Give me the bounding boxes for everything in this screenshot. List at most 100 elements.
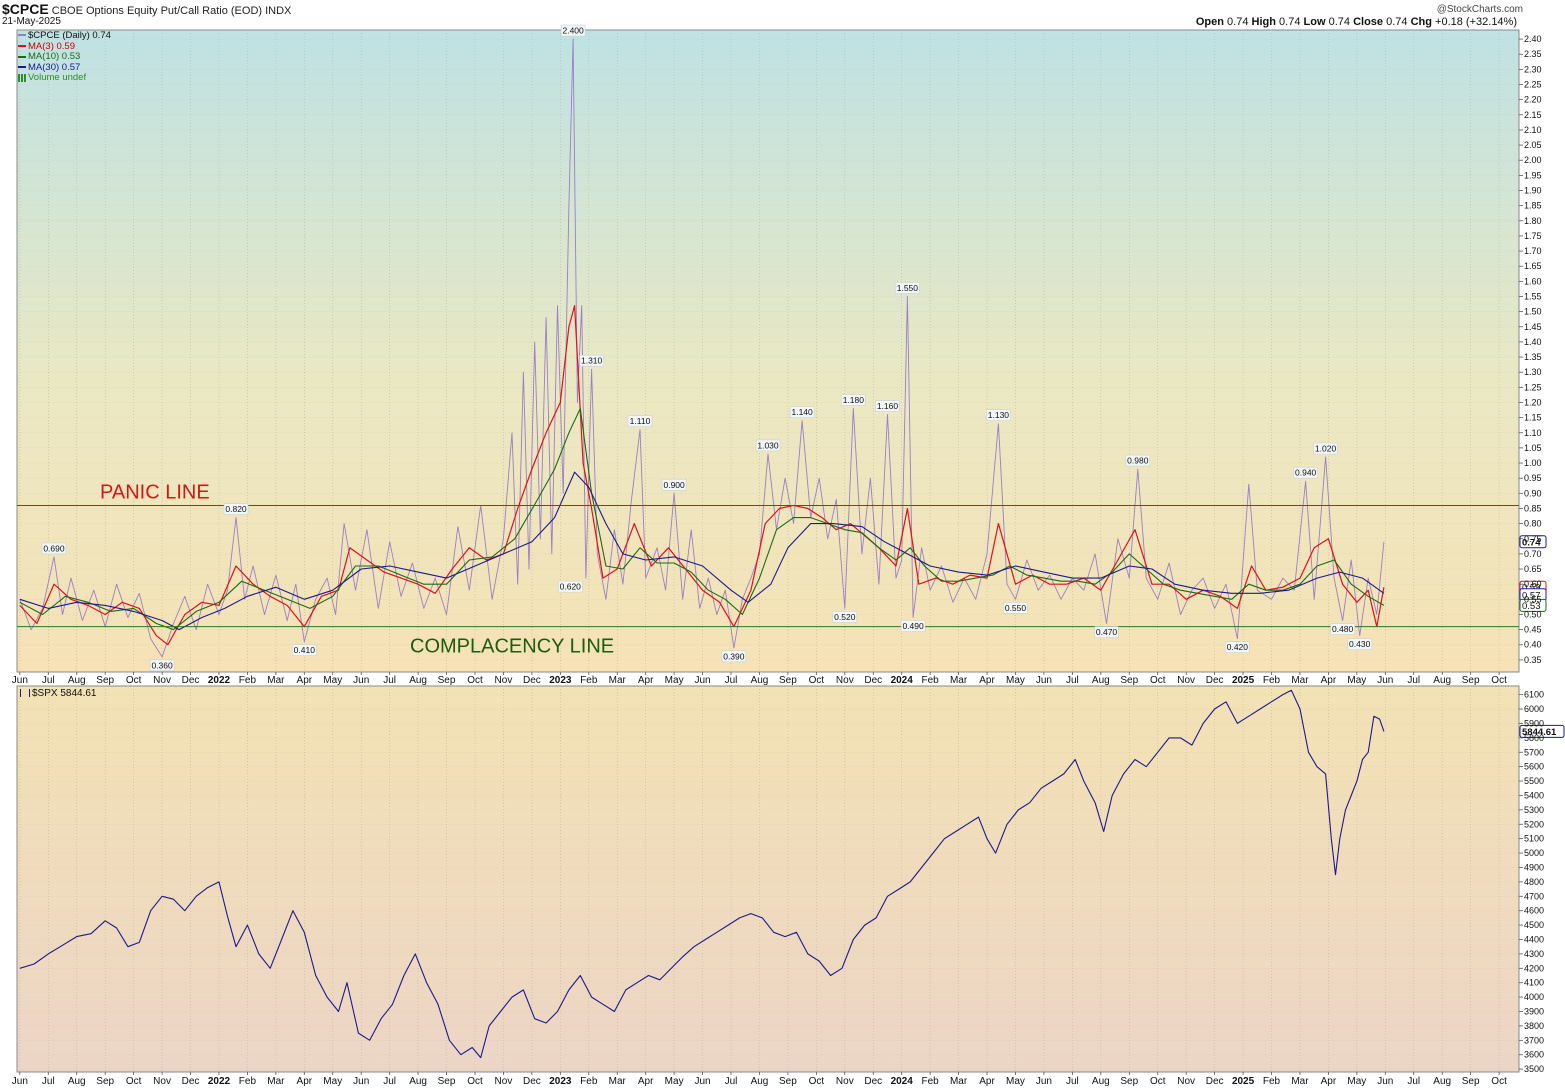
spx-y-tick-label: 4500	[1524, 920, 1544, 930]
peak-label-box	[661, 479, 687, 491]
cpce-y-tick-label: 0.80	[1524, 519, 1542, 529]
last-value-tag	[1519, 598, 1547, 612]
cpce-panel[interactable]	[16, 29, 1520, 673]
cpce-x-tick-label: Mar	[267, 675, 285, 686]
last-value-tag-label: 0.59	[1522, 583, 1541, 594]
peak-label: 0.390	[723, 651, 745, 661]
complacency-line-label: COMPLACENCY LINE	[410, 636, 614, 658]
spx-y-tick-label: 4600	[1524, 906, 1544, 916]
spx-x-tick-label: May	[323, 1076, 342, 1087]
peak-label: 1.110	[630, 416, 651, 426]
cpce-daily-line	[19, 38, 1385, 658]
peak-label-box	[1225, 641, 1250, 653]
spx-x-tick-label: Aug	[1433, 1076, 1451, 1087]
legend-label: MA(10) 0.53	[28, 51, 81, 63]
cpce-y-tick-label: 2.25	[1524, 80, 1542, 90]
spx-y-tick-label: 5100	[1524, 834, 1544, 844]
spx-x-tick-label: Oct	[1491, 1076, 1507, 1087]
cpce-y-tick-label: 2.30	[1524, 64, 1542, 74]
cpce-x-tick-label: Nov	[495, 675, 513, 686]
peak-label-box	[223, 503, 249, 515]
cpce-y-tick-label: 0.40	[1524, 640, 1542, 650]
cpce-x-tick-label: Mar	[1291, 675, 1309, 686]
peak-label: 0.470	[1096, 627, 1118, 637]
cpce-y-tick-label: 2.35	[1524, 49, 1542, 59]
legend-item-ma3: MA(3) 0.59	[18, 41, 111, 53]
peak-label: 0.690	[43, 543, 65, 553]
legend-swatch	[18, 66, 26, 69]
cpce-x-tick-label: May	[1347, 675, 1366, 686]
legend-label: $CPCE (Daily) 0.74	[28, 30, 111, 41]
spx-x-tick-label: Oct	[126, 1076, 142, 1087]
spx-x-tick-label: Oct	[809, 1076, 825, 1087]
spx-x-tick-label: Dec	[1206, 1076, 1224, 1087]
cpce-x-tick-label: Dec	[864, 675, 882, 686]
peak-label-box	[627, 415, 653, 428]
peak-label: 1.140	[791, 407, 813, 417]
last-value-tag-label: 0.57	[1522, 590, 1541, 601]
spx-legend: $SPX 5844.61	[20, 688, 97, 699]
copyright[interactable]: @StockCharts.com	[1436, 4, 1523, 15]
cpce-y-tick-label: 1.60	[1524, 276, 1542, 286]
spx-x-tick-label: Sep	[96, 1076, 114, 1087]
spx-x-tick-label: Oct	[1150, 1076, 1166, 1087]
cpce-x-tick-label: Jun	[12, 675, 28, 686]
cpce-y-tick-label: 0.65	[1524, 564, 1542, 574]
peak-label-box	[755, 439, 781, 452]
peak-label: 0.480	[1332, 624, 1354, 634]
spx-y-tick-label: 5700	[1524, 747, 1544, 757]
spx-x-tick-label: May	[1347, 1076, 1366, 1087]
cpce-x-tick-label: May	[1006, 675, 1025, 686]
cpce-x-tick-label: Jul	[1407, 675, 1420, 686]
spx-x-tick-label: Apr	[297, 1076, 313, 1087]
cpce-x-tick-label: Nov	[1177, 675, 1195, 686]
peak-label-box	[986, 409, 1011, 421]
ohlc-readout: Open 0.74 High 0.74 Low 0.74 Close 0.74 …	[1196, 16, 1517, 28]
cpce-x-tick-label: Mar	[950, 675, 968, 686]
spx-x-tick-label: Apr	[979, 1076, 995, 1087]
last-value-tag-label: 0.74	[1522, 537, 1541, 548]
cpce-x-tick-label: Aug	[409, 675, 427, 686]
peak-label: 0.900	[663, 480, 685, 490]
cpce-y-tick-label: 0.70	[1524, 549, 1542, 559]
peak-label: 1.310	[581, 356, 603, 366]
ohlc-label: Open	[1195, 16, 1224, 28]
spx-line	[19, 689, 1385, 1059]
peak-label-box	[875, 400, 900, 412]
spx-x-tick-label: Feb	[239, 1076, 257, 1087]
cpce-y-tick-label: 1.50	[1524, 307, 1542, 317]
spx-x-tick-label: May	[1006, 1076, 1025, 1087]
spx-x-tick-label: Oct	[467, 1076, 483, 1087]
cpce-y-tick-label: 1.20	[1524, 397, 1542, 407]
cpce-x-tick-label: Feb	[580, 675, 598, 686]
spx-x-tick-label: Nov	[836, 1076, 854, 1087]
cpce-x-tick-label: Dec	[1206, 675, 1224, 686]
cpce-y-tick-label: 2.00	[1524, 155, 1542, 165]
cpce-x-tick-label: Oct	[467, 675, 483, 686]
cpce-y-tick-label: 0.50	[1524, 609, 1542, 619]
cpce-x-tick-label: Jul	[42, 675, 55, 686]
spx-x-tick-label: Sep	[1120, 1076, 1138, 1087]
cpce-x-tick-label: Aug	[1092, 675, 1110, 686]
last-value-tag-label: 5844.61	[1522, 727, 1557, 738]
peak-label-box	[1003, 602, 1028, 614]
ohlc-value: 0.74	[1227, 16, 1249, 28]
spx-x-tick-label: Jul	[725, 1076, 738, 1087]
cpce-y-tick-label: 0.45	[1524, 625, 1542, 635]
cpce-y-tick-label: 1.30	[1524, 367, 1542, 377]
spx-x-tick-label: Jul	[42, 1076, 55, 1087]
cpce-x-tick-label: Dec	[182, 675, 200, 686]
cpce-x-tick-label: Feb	[239, 675, 257, 686]
peak-label: 0.520	[834, 612, 856, 622]
ohlc-label: High	[1251, 16, 1276, 28]
spx-panel[interactable]	[16, 685, 1520, 1073]
spx-y-tick-label: 4400	[1524, 934, 1544, 944]
spx-x-tick-label: Aug	[68, 1076, 86, 1087]
cpce-x-tick-label: Jun	[1036, 675, 1052, 686]
peak-label: 1.020	[1315, 443, 1337, 453]
ma10-line	[19, 407, 1385, 631]
legend-item-volume: Volume undef	[18, 73, 111, 84]
peak-label: 2.400	[562, 26, 584, 36]
spx-x-tick-label: Mar	[267, 1076, 285, 1087]
